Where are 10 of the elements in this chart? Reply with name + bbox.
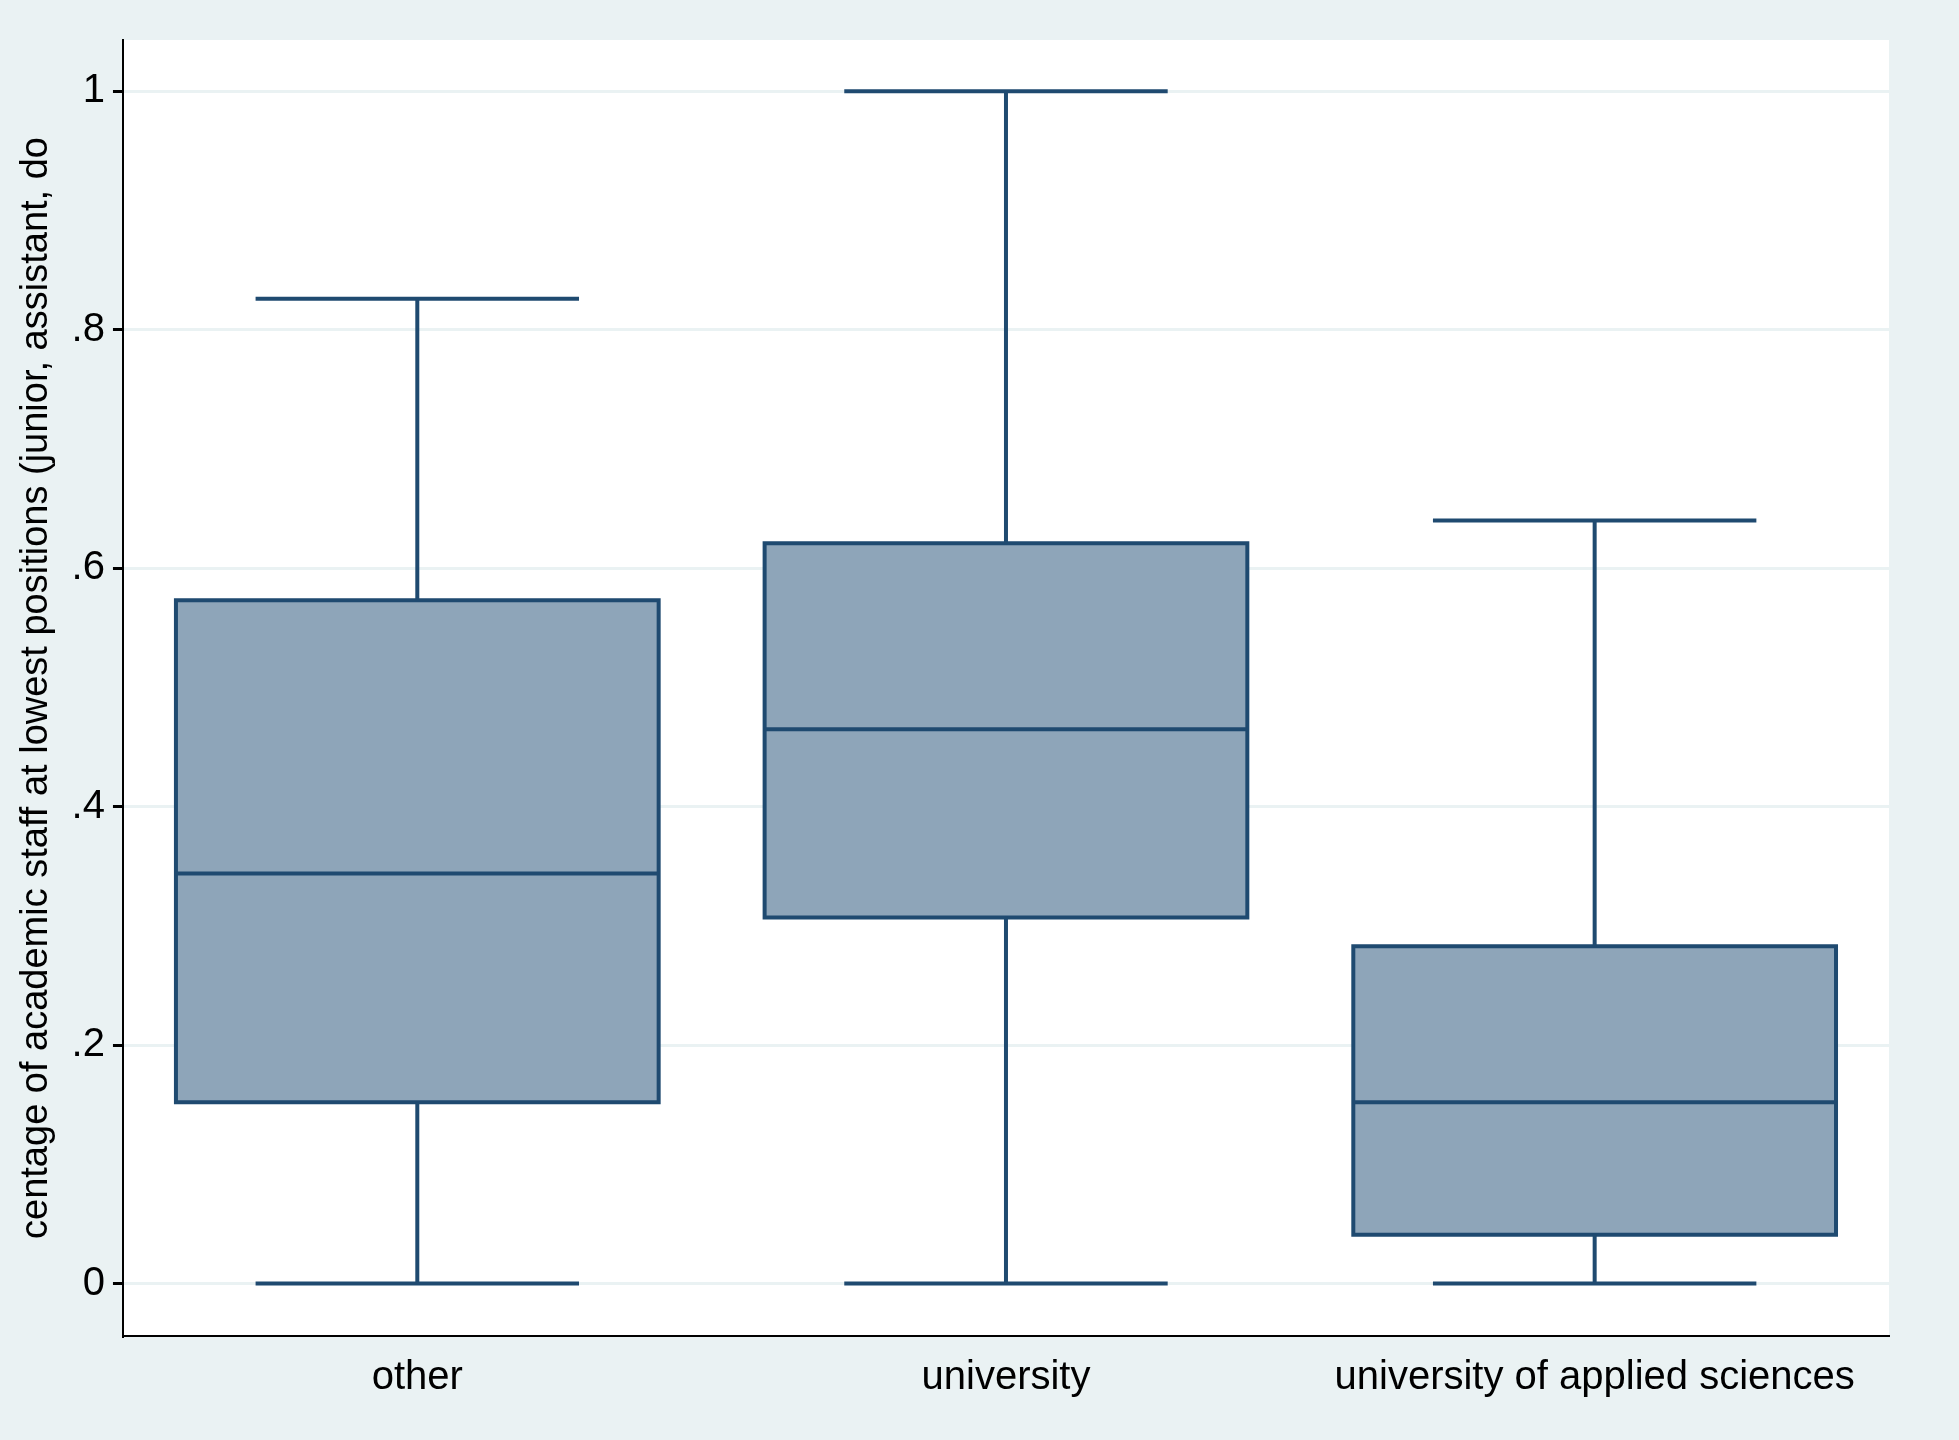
x-tick-label: university of applied sciences xyxy=(1334,1353,1855,1398)
y-tick-label: 1 xyxy=(82,66,105,111)
y-tick-label: .4 xyxy=(71,781,105,826)
y-axis-title: centage of academic staff at lowest positions (junior, assistant, do xyxy=(13,137,56,1239)
y-tick-label: 0 xyxy=(82,1258,105,1303)
x-tick-label: other xyxy=(371,1353,463,1398)
y-tick-label: .2 xyxy=(71,1020,105,1065)
y-tick-label: .6 xyxy=(71,543,105,588)
y-tick-label: .8 xyxy=(71,304,105,349)
x-tick-label: university xyxy=(921,1353,1091,1398)
